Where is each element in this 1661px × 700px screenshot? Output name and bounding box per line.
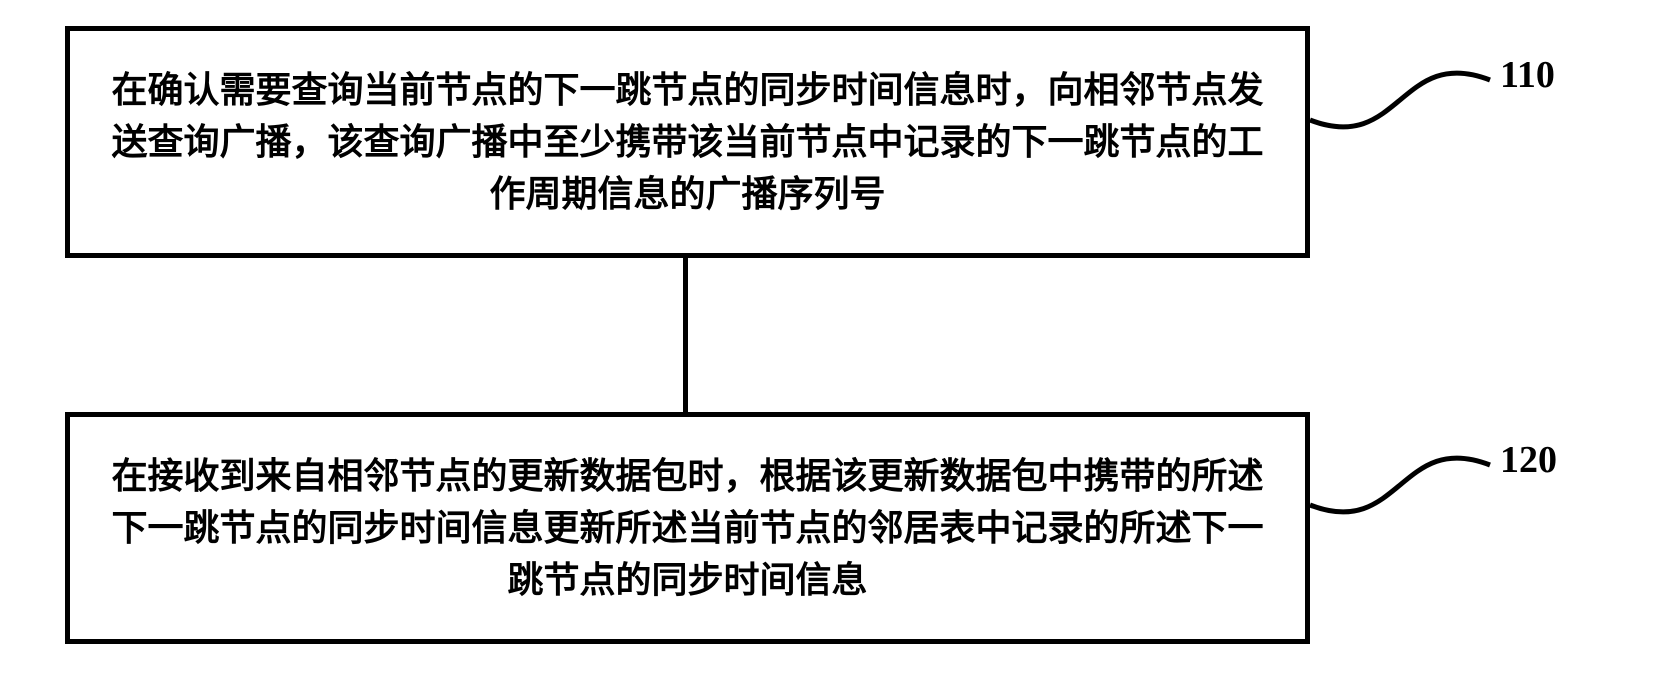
flow-step-120-text: 在接收到来自相邻节点的更新数据包时，根据该更新数据包中携带的所述下一跳节点的同步…: [110, 450, 1265, 607]
step-ref-120: [1305, 425, 1495, 545]
connector-110-to-120: [683, 258, 688, 412]
step-label-120: 120: [1500, 438, 1557, 482]
step-label-110: 110: [1500, 53, 1555, 97]
step-ref-110: [1305, 40, 1495, 160]
flow-step-110: 在确认需要查询当前节点的下一跳节点的同步时间信息时，向相邻节点发送查询广播，该查…: [65, 26, 1310, 258]
flow-step-120: 在接收到来自相邻节点的更新数据包时，根据该更新数据包中携带的所述下一跳节点的同步…: [65, 412, 1310, 644]
flowchart-canvas: 在确认需要查询当前节点的下一跳节点的同步时间信息时，向相邻节点发送查询广播，该查…: [0, 0, 1661, 700]
flow-step-110-text: 在确认需要查询当前节点的下一跳节点的同步时间信息时，向相邻节点发送查询广播，该查…: [110, 64, 1265, 221]
